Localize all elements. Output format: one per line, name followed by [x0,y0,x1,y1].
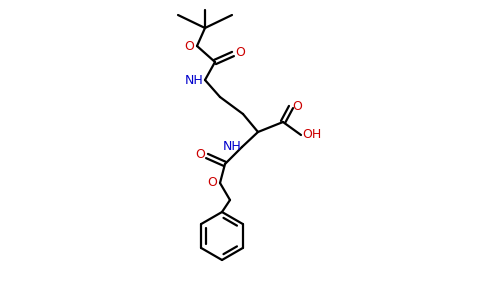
Text: OH: OH [302,128,321,142]
Text: O: O [184,40,194,52]
Text: NH: NH [222,140,241,154]
Text: NH: NH [185,74,204,86]
Text: O: O [235,46,245,59]
Text: O: O [195,148,205,161]
Text: O: O [207,176,217,190]
Text: O: O [292,100,302,112]
